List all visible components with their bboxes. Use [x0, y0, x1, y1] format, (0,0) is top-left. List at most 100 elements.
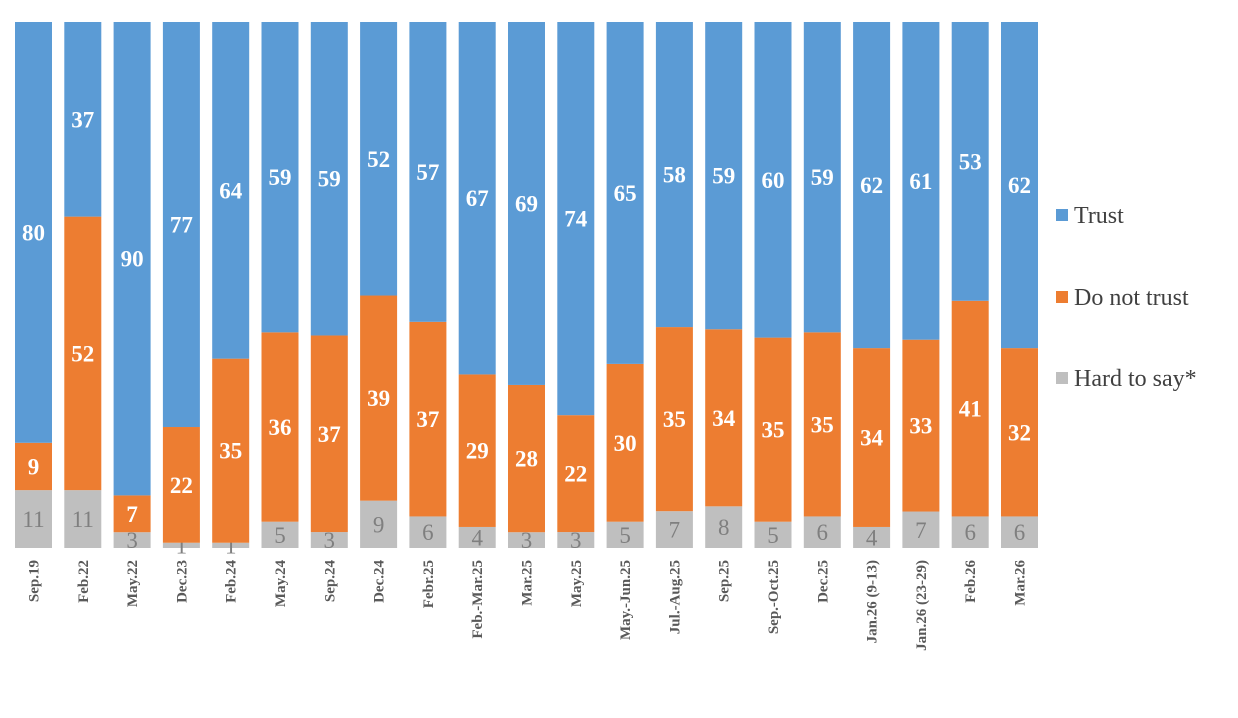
bars: 1198011523737901227713564536593375993952…: [15, 22, 1038, 558]
bar-segment-trust: [360, 22, 398, 296]
bar-segment-trust: [212, 22, 250, 359]
bar-segment-do-not-trust: [15, 442, 52, 491]
legend-label: Do not trust: [1074, 285, 1189, 311]
bar-segment-do-not-trust: [458, 374, 496, 527]
bar-segment-trust: [409, 22, 447, 322]
bar-segment-hard-to-say: [951, 516, 989, 548]
bar-segment-hard-to-say: [1001, 516, 1038, 548]
legend: Trust Do not trust Hard to say*: [1056, 203, 1197, 392]
data-label: 1: [176, 533, 188, 558]
bar-segment-trust: [803, 22, 841, 333]
data-label: 9: [373, 512, 385, 537]
bar-segment-hard-to-say: [606, 521, 644, 548]
data-label: 7: [669, 518, 681, 543]
x-tick-label: May.-Jun.25: [618, 560, 634, 640]
bar-segment-hard-to-say: [754, 521, 792, 548]
bar-segment-trust: [606, 22, 644, 364]
bar-segment-do-not-trust: [360, 295, 398, 501]
data-label: 33: [909, 414, 932, 439]
bar-segment-trust: [557, 22, 595, 416]
data-label: 39: [367, 386, 390, 411]
data-label: 36: [269, 415, 292, 440]
legend-swatch: [1056, 291, 1068, 303]
bar-segment-do-not-trust: [803, 332, 841, 517]
data-label: 35: [811, 412, 834, 437]
bar-segment-do-not-trust: [409, 321, 447, 517]
data-label: 35: [663, 407, 686, 432]
x-tick-label: Sep.25: [717, 560, 733, 602]
bar-segment-hard-to-say: [310, 532, 348, 548]
bar-segment-do-not-trust: [557, 415, 595, 533]
data-label: 62: [860, 173, 883, 198]
bar-segment-hard-to-say: [113, 532, 151, 548]
bar-segment-do-not-trust: [113, 495, 151, 533]
bar-segment-trust: [754, 22, 792, 338]
bar-segment-do-not-trust: [853, 348, 891, 527]
bar-segment-trust: [113, 22, 151, 496]
bar-segment-hard-to-say: [64, 490, 102, 548]
data-label: 37: [71, 107, 94, 132]
data-label: 8: [718, 515, 730, 540]
bar-segment-do-not-trust: [162, 427, 200, 543]
data-label: 6: [422, 520, 434, 545]
data-label: 37: [416, 407, 439, 432]
data-label: 59: [318, 167, 341, 192]
data-label: 53: [959, 149, 982, 174]
bar-segment-trust: [951, 22, 989, 301]
legend-swatch: [1056, 209, 1068, 221]
x-tick-label: Feb.-Mar.25: [470, 560, 486, 639]
data-label: 67: [466, 186, 489, 211]
data-label: 11: [22, 507, 44, 532]
data-label: 28: [515, 447, 538, 472]
x-tick-label: May.24: [273, 560, 289, 608]
x-tick-label: Sep.-Oct.25: [766, 560, 782, 634]
bar-segment-do-not-trust: [261, 332, 299, 522]
bar-segment-do-not-trust: [655, 327, 693, 512]
bar-segment-trust: [310, 22, 348, 336]
x-tick-label: Dec.25: [815, 560, 831, 603]
data-label: 61: [909, 169, 932, 194]
data-label: 41: [959, 397, 982, 422]
x-tick-label: Jan.26 (9-13): [865, 560, 881, 643]
bar-segment-trust: [508, 22, 545, 385]
data-label: 22: [170, 473, 193, 498]
data-label: 6: [817, 520, 829, 545]
bar-segment-trust: [15, 22, 52, 443]
x-tick-label: Dec.24: [372, 560, 388, 603]
data-label: 4: [471, 525, 483, 550]
bar-segment-trust: [655, 22, 693, 328]
bar-segment-trust: [458, 22, 496, 375]
data-label: 30: [614, 431, 637, 456]
data-label: 57: [416, 160, 439, 185]
data-label: 3: [521, 528, 533, 553]
bar-segment-do-not-trust: [606, 363, 644, 522]
data-label: 62: [1008, 173, 1031, 198]
data-label: 3: [570, 528, 582, 553]
data-label: 4: [866, 525, 878, 550]
x-tick-label: May.22: [125, 560, 141, 607]
bar-segment-hard-to-say: [261, 521, 299, 548]
x-tick-label: May.25: [569, 560, 585, 607]
data-label: 58: [663, 163, 686, 188]
bar-segment-do-not-trust: [508, 384, 545, 533]
bar-segment-trust: [261, 22, 299, 333]
data-label: 3: [324, 528, 336, 553]
data-label: 77: [170, 213, 193, 238]
bar-segment-do-not-trust: [1001, 348, 1038, 517]
bar-segment-hard-to-say: [212, 542, 250, 548]
data-label: 9: [28, 454, 40, 479]
data-label: 11: [72, 507, 94, 532]
x-tick-label: Feb.26: [963, 560, 979, 603]
data-label: 32: [1008, 420, 1031, 445]
data-label: 80: [22, 220, 45, 245]
x-tick-label: Febr.25: [421, 560, 437, 608]
legend-label: Trust: [1074, 203, 1124, 229]
bar-segment-hard-to-say: [853, 526, 891, 548]
x-tick-label: Feb.22: [76, 560, 92, 603]
x-tick-label: Sep.19: [27, 560, 43, 602]
bar-segment-hard-to-say: [508, 532, 545, 548]
data-label: 7: [915, 518, 927, 543]
x-tick-label: Dec.23: [174, 560, 190, 603]
bar-segment-hard-to-say: [360, 500, 398, 548]
